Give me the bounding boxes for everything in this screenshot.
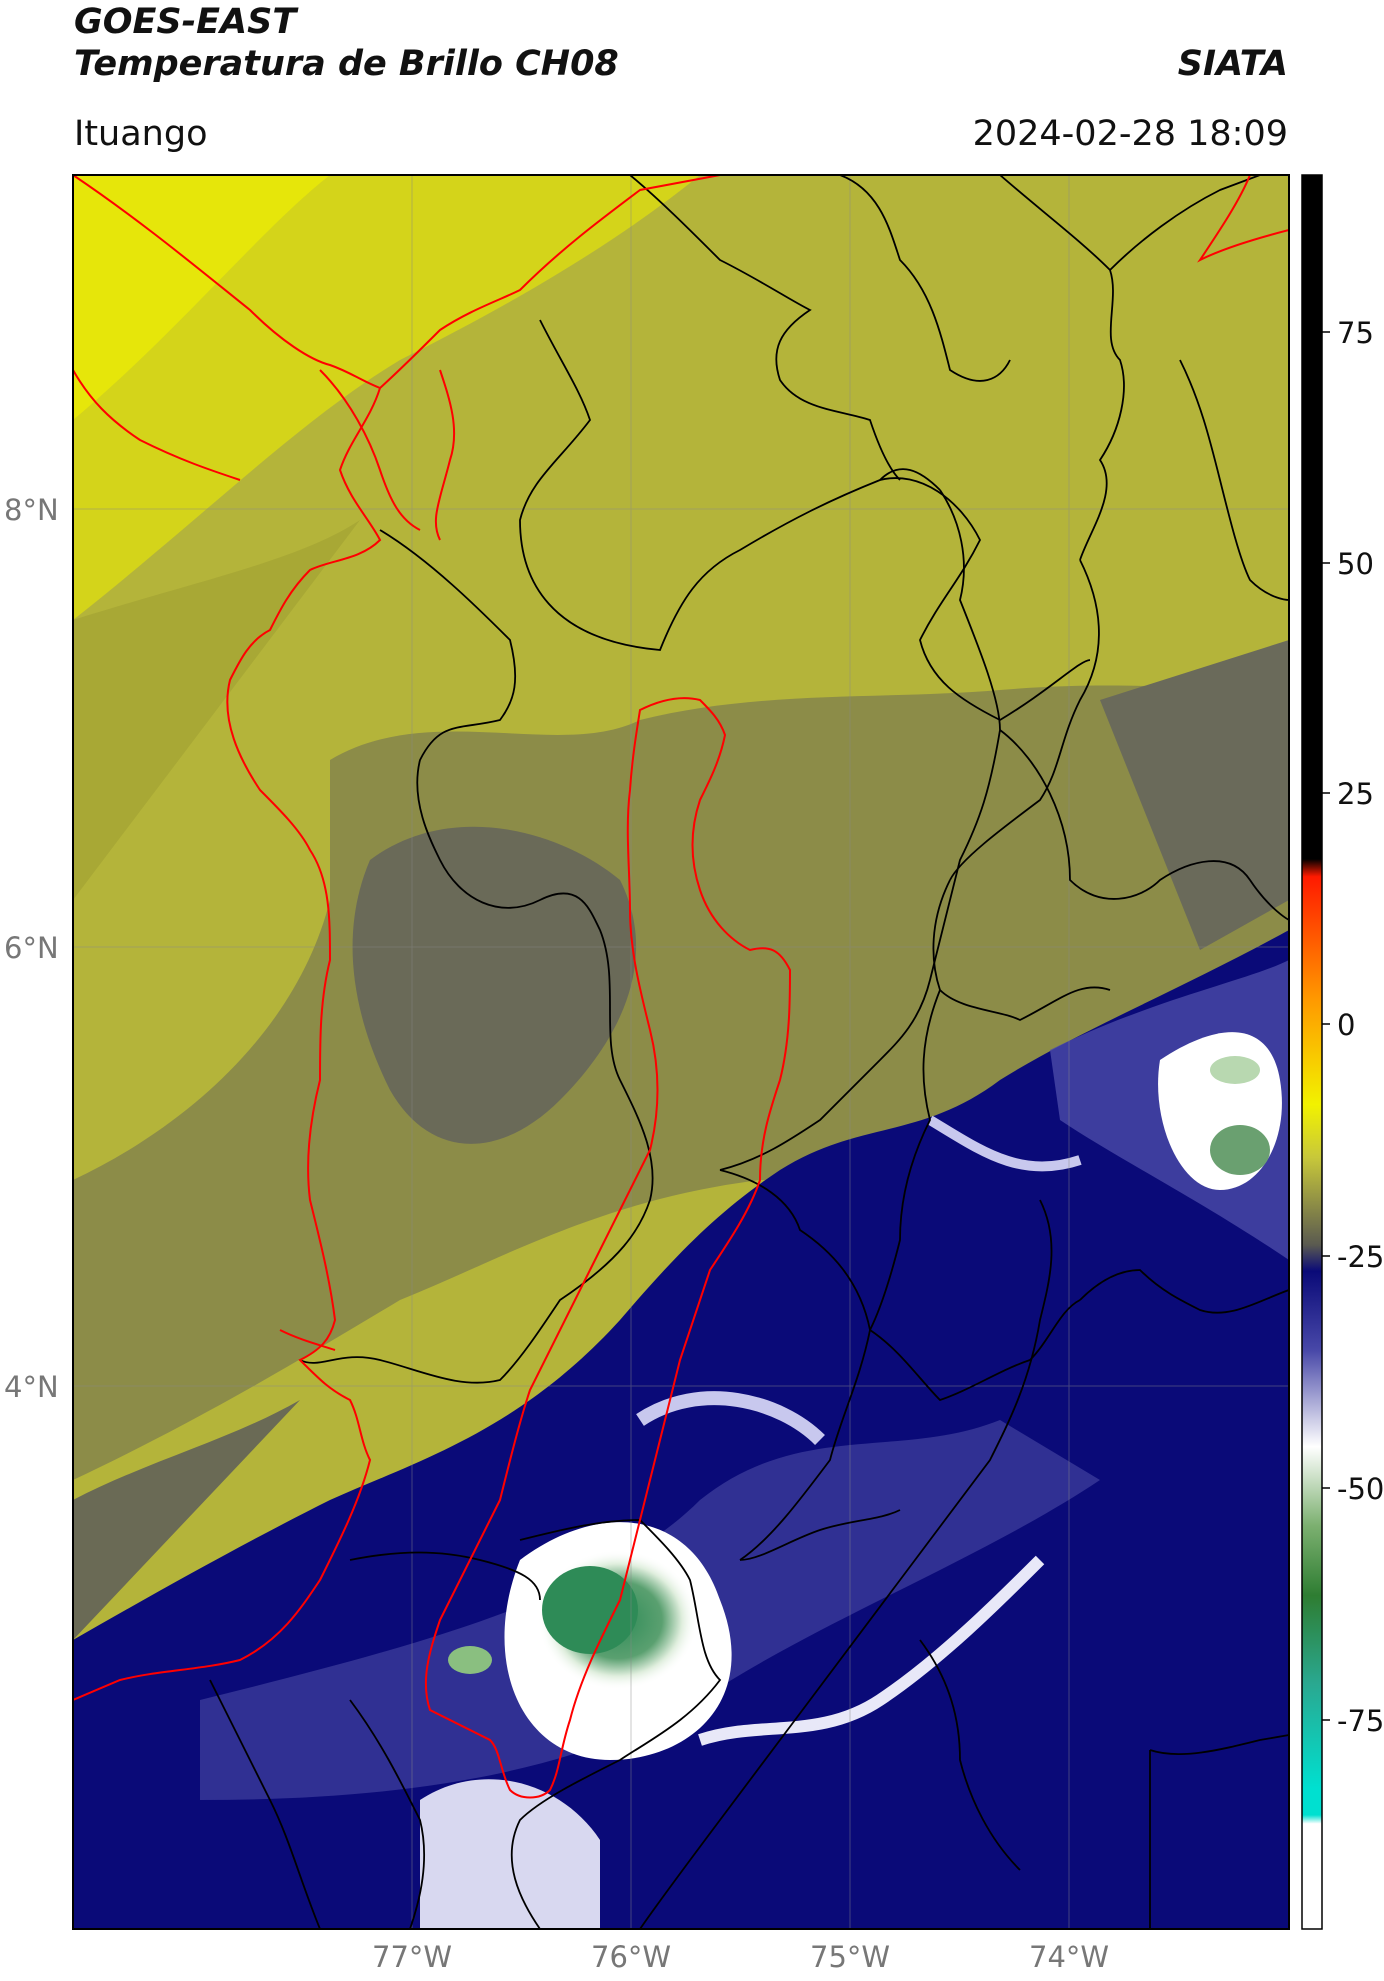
lat-label-6n: 6°N (4, 931, 59, 965)
colorbar-label-minus75: -75 (1337, 1704, 1384, 1738)
lon-label-74w: 74°W (1029, 1940, 1110, 1974)
graticule (73, 175, 1289, 1929)
colorbar-ticks (1322, 331, 1330, 1721)
title: GOES-EAST (74, 2, 297, 42)
colorbar-label-50: 50 (1337, 547, 1374, 581)
colorbar-label-minus25: -25 (1337, 1240, 1384, 1274)
lon-label-76w: 76°W (591, 1940, 672, 1974)
map-frame (72, 174, 1290, 1930)
colorbar-label-0: 0 (1337, 1008, 1356, 1042)
colorbar-label-75: 75 (1337, 316, 1374, 350)
datetime-label: 2024-02-28 18:09 (972, 114, 1288, 154)
subtitle: Temperatura de Brillo CH08 (74, 44, 619, 84)
colorbar (1301, 174, 1323, 1930)
lat-label-8n: 8°N (4, 493, 59, 527)
lon-label-75w: 75°W (810, 1940, 891, 1974)
colorbar-label-minus50: -50 (1337, 1472, 1384, 1506)
colorbar-label-25: 25 (1337, 777, 1374, 811)
lon-label-77w: 77°W (372, 1940, 453, 1974)
region-label: Ituango (74, 114, 208, 154)
basin-outline (424, 697, 792, 1799)
map-area (73, 175, 1289, 1929)
admin-boundaries (209, 175, 1289, 1929)
lat-label-4n: 4°N (4, 1370, 59, 1404)
coastline (73, 175, 1289, 1701)
organization-label: SIATA (1177, 44, 1288, 84)
